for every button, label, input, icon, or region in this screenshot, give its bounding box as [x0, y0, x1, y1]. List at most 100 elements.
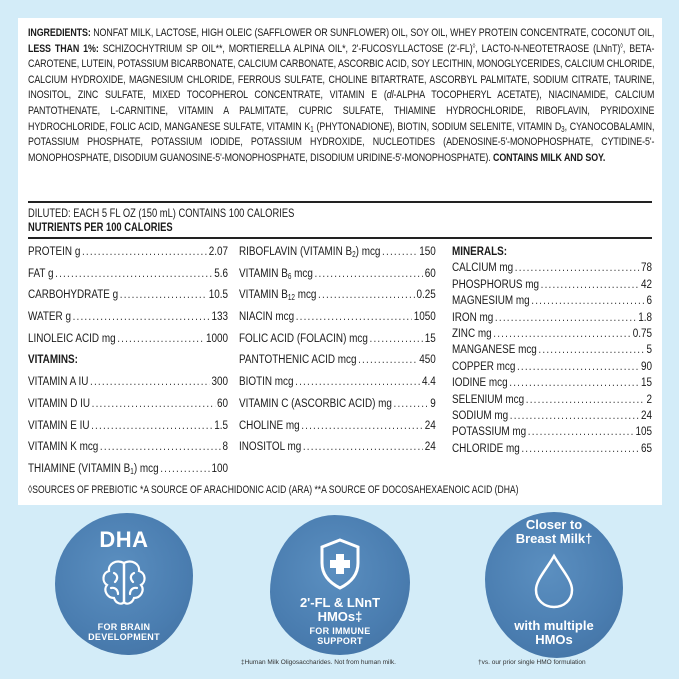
- nutrient-label-text: MANGANESE mcg: [452, 342, 537, 357]
- nutrient-label-text: VITAMIN A IU: [28, 374, 89, 389]
- nutrient-label-text: COPPER mcg: [452, 358, 516, 373]
- nutrient-row: FAT g 5.6: [28, 266, 228, 288]
- ingredient-text-segment: SCHIZOCHYTRIUM SP OIL**, MORTIERELLA ALP…: [102, 42, 473, 55]
- brain-icon: [102, 560, 146, 605]
- nutrient-value: 42: [640, 276, 652, 291]
- subscript: 12: [287, 293, 295, 303]
- nutrient-label: MANGANESE mcg: [452, 342, 537, 356]
- nutrient-row: POTASSIUM mg 105: [452, 424, 652, 440]
- nutrient-row: FOLIC ACID (FOLACIN) mcg 15: [239, 331, 436, 353]
- nutrient-label-text: BIOTIN mcg: [239, 374, 294, 389]
- shield-plus-icon: [320, 538, 360, 590]
- nutrient-row: VITAMIN E IU 1.5: [28, 418, 228, 440]
- section-heading: VITAMINS:: [28, 352, 78, 367]
- dot-leader: [358, 352, 418, 366]
- nutrient-label: COPPER mcg: [452, 359, 515, 373]
- nutrient-label-text: IRON mg: [452, 309, 494, 324]
- dot-leader: [90, 374, 210, 388]
- nutrient-unit: ) mcg: [355, 244, 381, 258]
- ingredient-text-segment: 1: [310, 124, 314, 134]
- nutrient-label-text: POTASSIUM mg: [452, 424, 527, 439]
- nutrient-label-text: MAGNESIUM mg: [452, 293, 530, 308]
- nutrient-row: CHOLINE mg 24: [239, 418, 436, 440]
- dot-leader: [73, 309, 210, 323]
- dot-leader: [160, 461, 210, 475]
- nutrient-label: IRON mg: [452, 310, 493, 324]
- nutrient-value: 9: [430, 395, 436, 410]
- ingredient-text-segment: LESS THAN 1%:: [28, 42, 103, 55]
- ingredient-text-segment: ◊: [472, 42, 476, 50]
- nutrient-row: PROTEIN g 2.07: [28, 244, 228, 266]
- dot-leader: [301, 418, 423, 432]
- ingredient-text-segment: , CYANOCOBALAMIN, POTASSIUM PHOSPHATE, P…: [28, 120, 655, 164]
- nutrient-label-text: FAT g: [28, 265, 54, 280]
- nutrient-label: SODIUM mg: [452, 408, 508, 422]
- nutrient-value: 24: [424, 439, 436, 454]
- dot-leader: [100, 439, 221, 453]
- nutrient-row: CARBOHYDRATE g 10.5: [28, 287, 228, 309]
- nutrient-label-text: VITAMIN K mcg: [28, 439, 99, 454]
- nutrient-label-text: SODIUM mg: [452, 407, 509, 422]
- nutrient-value: 65: [640, 440, 652, 455]
- nutrient-label-text: LINOLEIC ACID mg: [28, 330, 116, 345]
- nutrient-label: MAGNESIUM mg: [452, 293, 530, 307]
- ingredient-text-segment: , BETA-CAROTENE, LUTEIN, POTASSIUM BICAR…: [28, 42, 655, 102]
- ingredient-text-segment: -ALPHA TOCOPHERYL ACETATE), NIACINAMIDE,…: [28, 89, 655, 133]
- nutrient-label: VITAMIN E IU: [28, 418, 90, 432]
- badge-line: FOR IMMUNE: [309, 626, 371, 636]
- nutrient-label-text: RIBOFLAVIN (VITAMIN B: [239, 244, 353, 258]
- badge-line: with multiple: [514, 618, 594, 633]
- nutrient-label: ZINC mg: [452, 326, 492, 340]
- nutrient-value: 5.6: [214, 265, 228, 280]
- nutrient-row: INOSITOL mg 24: [239, 439, 436, 461]
- nutrient-label: LINOLEIC ACID mg: [28, 331, 116, 345]
- nutrient-value: 150: [419, 244, 436, 258]
- nutrient-value: 78: [640, 260, 652, 275]
- badge-line: Breast Milk†: [515, 531, 593, 546]
- nutrient-row: IODINE mcg 15: [452, 375, 652, 391]
- dot-leader: [495, 310, 637, 324]
- nutrient-label: VITAMIN C (ASCORBIC ACID) mg: [239, 396, 392, 410]
- dot-leader: [493, 326, 631, 340]
- dot-leader: [538, 342, 644, 356]
- nutrient-value: 1050: [413, 309, 436, 324]
- ingredient-text-segment: INGREDIENTS:: [28, 27, 94, 39]
- nutrient-value: 90: [640, 358, 652, 373]
- nutrient-label-text: SELENIUM mcg: [452, 391, 525, 406]
- dot-leader: [55, 266, 212, 280]
- dot-leader: [296, 309, 412, 323]
- nutrient-label: INOSITOL mg: [239, 439, 301, 453]
- dot-leader: [369, 331, 423, 345]
- badge-line: HMOs‡: [317, 609, 363, 624]
- hmo-footnote: ‡Human Milk Oligosaccharides. Not from h…: [241, 659, 396, 666]
- badge-line: FOR BRAIN: [97, 622, 151, 632]
- nutrient-label-text: CHOLINE mg: [239, 417, 300, 432]
- nutrient-label: VITAMIN D IU: [28, 396, 90, 410]
- badge-line: Closer to: [525, 517, 583, 532]
- subscript: 1: [130, 466, 134, 476]
- divider: [28, 201, 652, 203]
- ingredient-text-segment: (PHYTONADIONE), BIOTIN, SODIUM SELENITE,…: [313, 120, 562, 133]
- nutrient-label: POTASSIUM mg: [452, 424, 526, 438]
- nutrient-value: 1000: [205, 330, 228, 345]
- nutrient-row: ZINC mg 0.75: [452, 326, 652, 342]
- dot-leader: [521, 441, 639, 455]
- nutrient-value: 0.75: [632, 325, 652, 340]
- ingredients-text: INGREDIENTS: NONFAT MILK, LACTOSE, HIGH …: [28, 26, 654, 166]
- nutrient-row: VITAMIN B6 mcg 60: [239, 266, 436, 288]
- badge-title: DHA: [99, 527, 149, 552]
- nutrient-label: IODINE mcg: [452, 375, 508, 389]
- badge-line: DEVELOPMENT: [88, 632, 160, 642]
- dot-leader: [295, 374, 420, 388]
- nutrient-value: 60: [424, 265, 436, 280]
- nutrient-row: VITAMIN A IU 300: [28, 374, 228, 396]
- dot-leader: [82, 244, 207, 258]
- ingredient-text-segment: NONFAT MILK, LACTOSE, HIGH OLEIC (SAFFLO…: [93, 27, 655, 39]
- nutrient-label-text: IODINE mcg: [452, 375, 508, 390]
- dha-badge: DHA FOR BRAIN DEVELOPMENT: [55, 513, 193, 655]
- nutrient-value: 60: [216, 395, 228, 410]
- nutrient-unit: mcg: [294, 287, 317, 302]
- nutrient-label: PROTEIN g: [28, 244, 80, 258]
- dot-leader: [510, 408, 640, 422]
- nutrient-row: BIOTIN mcg 4.4: [239, 374, 436, 396]
